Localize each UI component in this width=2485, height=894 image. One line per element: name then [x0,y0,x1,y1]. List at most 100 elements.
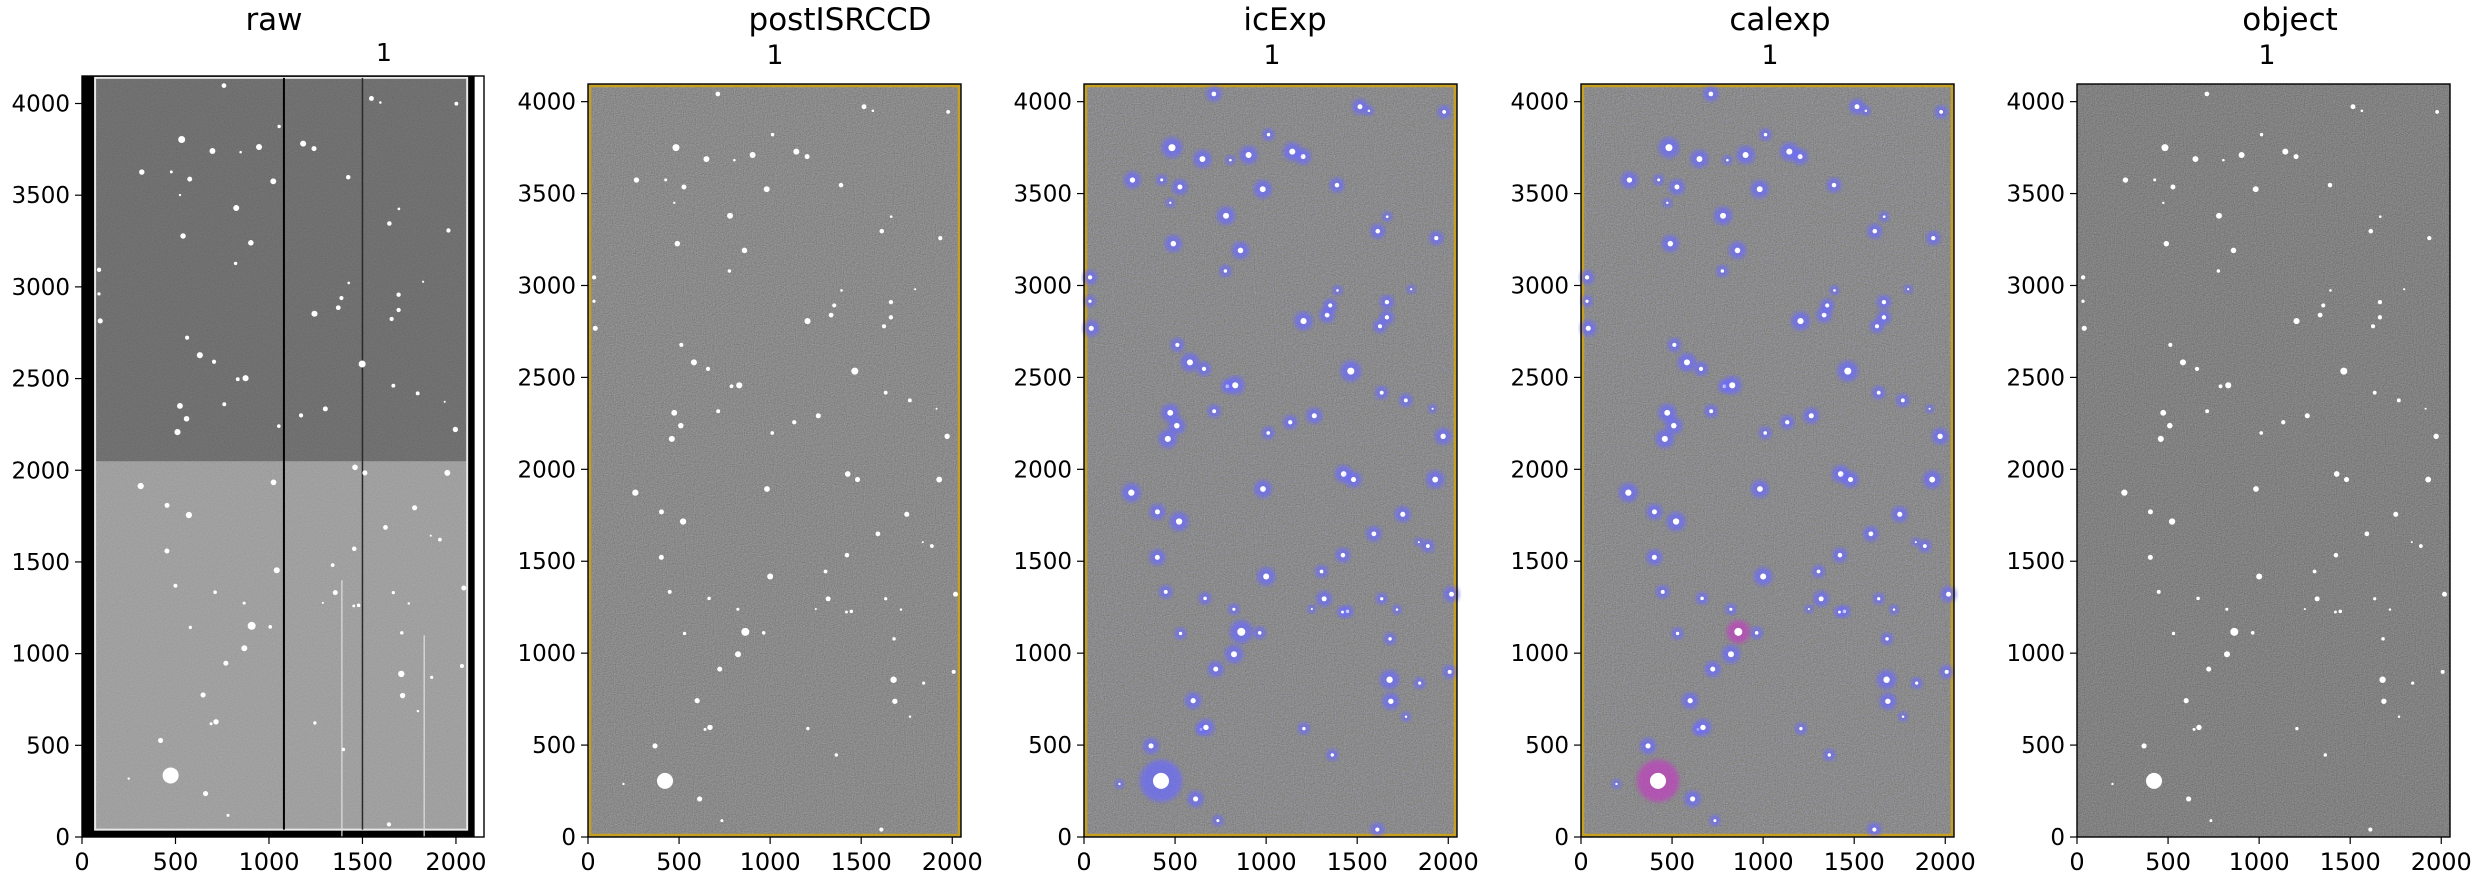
star [814,607,817,611]
y-tick-label: 0 [561,825,576,851]
star [690,359,697,366]
y-tick-label: 500 [532,733,576,759]
image-noise [2077,84,2450,837]
star [592,299,596,303]
star [849,609,854,614]
star [1937,433,1943,439]
star [1384,315,1390,320]
star [879,228,885,234]
star [953,591,958,597]
star [173,583,178,588]
star [720,819,724,823]
star [1720,269,1725,273]
star [200,692,206,698]
x-tick-label: 2000 [922,848,983,876]
star [2372,390,2377,395]
star [875,531,881,537]
star [2161,144,2169,152]
x-tick-label: 0 [1573,848,1588,876]
star [844,552,850,558]
star [332,590,338,596]
star [202,791,209,797]
star [1223,269,1228,273]
y-tick-label: 2000 [1013,457,1072,483]
star [1690,796,1696,802]
star [1169,201,1172,205]
star [223,660,229,666]
x-tick-label: 0 [580,848,595,876]
star [770,132,775,137]
star [1375,228,1381,234]
star [356,603,361,608]
star [682,631,687,636]
star [397,207,401,211]
star [1432,476,1439,483]
star [694,698,700,704]
star [2303,607,2306,611]
star [1201,366,1207,371]
star [1939,110,1944,114]
star [1216,819,1220,823]
star [1434,236,1439,241]
star [2170,184,2176,190]
star [396,292,401,297]
y-tick-label: 1500 [11,550,70,576]
star [1881,315,1887,320]
star [452,426,459,433]
star [673,201,676,205]
star [840,289,843,292]
star [1129,177,1136,183]
star [2427,236,2432,241]
star [883,390,888,395]
star [1395,608,1399,611]
star [1838,610,1841,614]
star [162,767,179,784]
star [678,422,684,429]
star [2370,324,2376,329]
star [213,719,219,725]
star [2433,433,2439,439]
star [1625,489,1632,496]
star [1310,607,1313,611]
panel-raw: 0 500 1000 1500 2000 0 500 1000 1500 2000 2500 3000… [11,75,486,876]
star [2121,489,2128,496]
star [2256,573,2263,580]
star [2293,318,2300,325]
star [1375,827,1380,832]
star [2192,727,2196,731]
star [2222,158,2225,162]
star [177,402,183,409]
star [444,469,451,476]
star [1665,144,1673,152]
x-tick-label: 1500 [332,848,393,876]
y-tick-label: 1500 [517,549,576,575]
star [1885,637,1889,641]
y-tick-label: 2500 [517,365,576,391]
y-tick-label: 0 [1554,825,1569,851]
star [2327,182,2333,188]
star [358,360,366,368]
star [1302,726,1306,731]
star [703,727,707,731]
star [2360,109,2364,113]
star [770,431,775,435]
star [1821,312,1827,318]
star [2081,299,2085,303]
panel-calexp: 0 500 1000 1500 2000 0 500 1000 1500 2000 2500 3000… [1510,83,1976,876]
star [1193,796,1199,802]
star [1257,631,1262,635]
star [1418,681,1422,685]
star [1876,390,1881,395]
star [652,743,658,749]
star [352,464,358,471]
star [2147,554,2153,560]
star [1914,541,1917,544]
star [183,415,190,422]
star [2368,228,2374,234]
x-tick-label: 1000 [2229,848,2290,876]
x-tick-label: 500 [2145,848,2191,876]
star [904,511,910,517]
panel-title-postisrccd: postISRCCD [748,2,932,38]
